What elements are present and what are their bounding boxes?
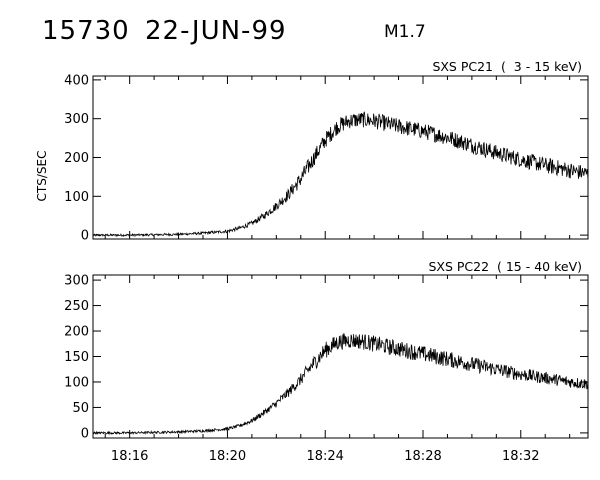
x-tick-label: 18:20 bbox=[209, 449, 246, 464]
x-tick-label: 18:24 bbox=[306, 449, 343, 464]
flare-class-label: M1.7 bbox=[384, 22, 426, 42]
y-tick-label: 200 bbox=[64, 325, 89, 340]
y-axis-label: CTS/SEC bbox=[35, 151, 49, 202]
y-tick-label: 300 bbox=[64, 274, 89, 289]
panel-title-pc21: SXS PC21 ( 3 - 15 keV) bbox=[432, 59, 582, 74]
panel-title-pc22: SXS PC22 ( 15 - 40 keV) bbox=[428, 259, 582, 274]
y-tick-label: 400 bbox=[64, 73, 89, 88]
event-id: 15730 bbox=[42, 16, 130, 46]
y-ticks-pc21: 0 100 200 300 400 bbox=[64, 73, 588, 244]
y-tick-label: 50 bbox=[72, 401, 89, 416]
y-tick-label: 0 bbox=[81, 229, 89, 244]
panel-pc22: SXS PC22 ( 15 - 40 keV) 0 50 100 150 200 250 3… bbox=[64, 259, 589, 464]
x-ticks-pc21 bbox=[104, 76, 571, 239]
y-ticks-pc22: 0 50 100 150 200 250 300 bbox=[64, 274, 588, 441]
plot-frame-pc22 bbox=[92, 274, 589, 439]
panel-pc21: SXS PC21 ( 3 - 15 keV) CTS/SEC 0 100 200 30… bbox=[35, 59, 589, 244]
y-tick-label: 150 bbox=[64, 350, 89, 365]
y-tick-label: 200 bbox=[64, 151, 89, 166]
series-line-pc22 bbox=[92, 333, 589, 436]
y-tick-label: 300 bbox=[64, 112, 89, 127]
x-tick-label: 18:16 bbox=[111, 449, 148, 464]
event-date: 22-JUN-99 bbox=[145, 16, 287, 46]
x-tick-label: 18:28 bbox=[404, 449, 441, 464]
y-tick-label: 0 bbox=[81, 426, 89, 441]
series-line-pc21 bbox=[92, 111, 589, 238]
y-tick-label: 100 bbox=[64, 375, 89, 390]
y-tick-label: 250 bbox=[64, 299, 89, 314]
x-tick-label: 18:32 bbox=[502, 449, 539, 464]
x-ticks-pc22: 18:16 18:20 18:24 18:28 18:32 bbox=[104, 275, 571, 464]
y-tick-label: 100 bbox=[64, 190, 89, 205]
